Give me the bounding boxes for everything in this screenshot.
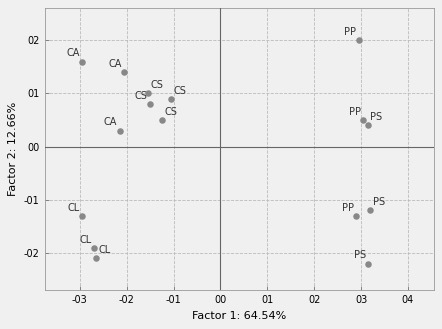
Text: PS: PS	[373, 197, 385, 207]
Text: PP: PP	[342, 203, 354, 213]
Text: PS: PS	[370, 112, 382, 122]
Text: PP: PP	[349, 107, 361, 117]
Y-axis label: Factor 2: 12.66%: Factor 2: 12.66%	[8, 102, 18, 196]
Point	[367, 208, 374, 213]
Point	[360, 117, 367, 123]
Text: CA: CA	[109, 59, 122, 69]
X-axis label: Factor 1: 64.54%: Factor 1: 64.54%	[192, 311, 286, 321]
Point	[147, 101, 154, 107]
Point	[79, 59, 86, 64]
Point	[365, 123, 372, 128]
Point	[79, 213, 86, 218]
Text: CS: CS	[164, 107, 177, 117]
Point	[365, 261, 372, 266]
Point	[93, 256, 100, 261]
Point	[121, 69, 128, 75]
Text: CL: CL	[68, 203, 80, 213]
Point	[355, 38, 362, 43]
Point	[158, 117, 165, 123]
Text: CL: CL	[79, 235, 91, 244]
Point	[90, 245, 97, 250]
Text: CL: CL	[99, 245, 111, 255]
Text: CS: CS	[174, 86, 187, 95]
Text: CS: CS	[135, 91, 148, 101]
Point	[353, 213, 360, 218]
Text: PP: PP	[344, 27, 356, 37]
Text: PS: PS	[354, 250, 366, 261]
Text: CA: CA	[66, 48, 80, 58]
Text: CS: CS	[150, 80, 163, 90]
Text: CA: CA	[104, 117, 117, 127]
Point	[144, 91, 151, 96]
Point	[116, 128, 123, 133]
Point	[168, 96, 175, 101]
